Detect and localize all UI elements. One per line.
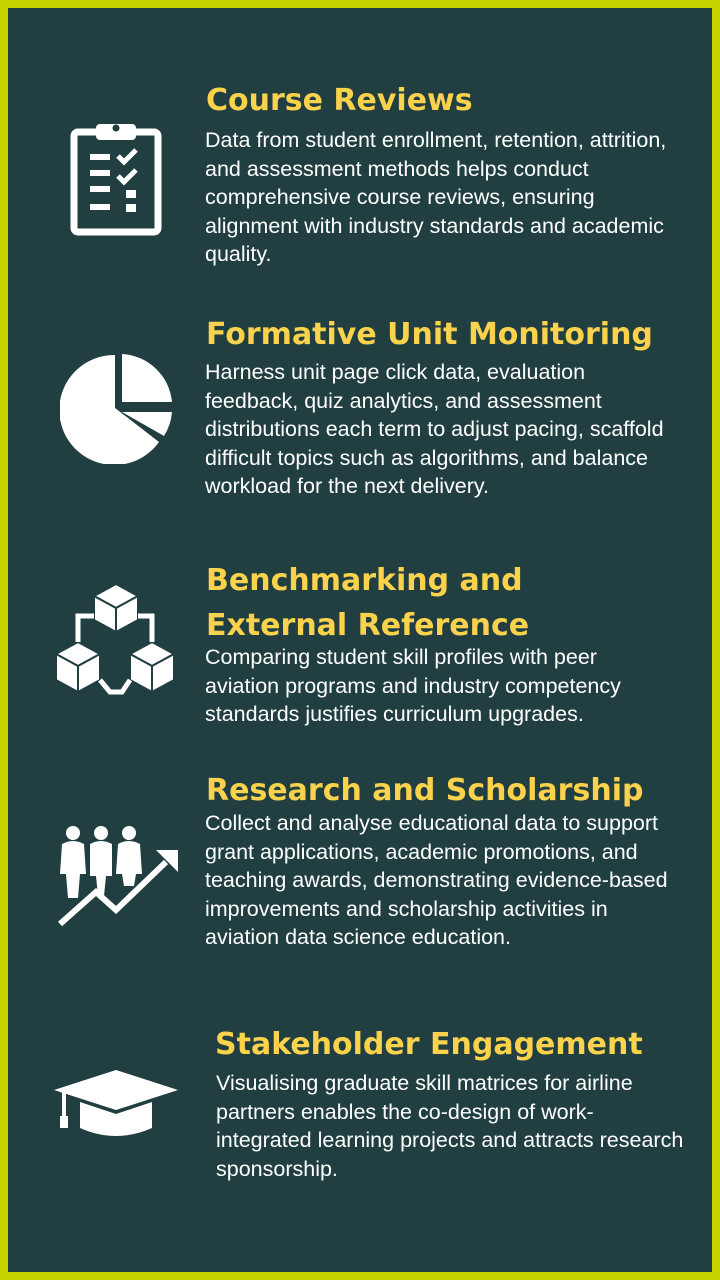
section-title: Benchmarking and (206, 563, 523, 598)
clipboard-checklist-icon (70, 120, 162, 236)
section-title: External Reference (206, 608, 530, 643)
section-description: Data from student enrollment, retention,… (205, 128, 667, 266)
section-description: Comparing student skill profiles with pe… (205, 645, 621, 726)
section-description: Collect and analyse educational data to … (205, 811, 668, 949)
pie-chart-icon (60, 350, 174, 464)
graduation-cap-icon (54, 1070, 178, 1140)
infographic-panel: Course Reviews Data from student enrollm… (8, 8, 712, 1272)
section-title: Formative Unit Monitoring (206, 317, 653, 352)
section-title: Research and Scholarship (206, 773, 644, 808)
section-description: Visualising graduate skill matrices for … (216, 1071, 684, 1181)
section-title: Course Reviews (206, 83, 473, 118)
people-growth-chart-icon (56, 826, 180, 928)
section-description: Harness unit page click data, evaluation… (205, 360, 664, 498)
connected-cubes-icon (56, 580, 176, 700)
section-title: Stakeholder Engagement (215, 1027, 643, 1062)
